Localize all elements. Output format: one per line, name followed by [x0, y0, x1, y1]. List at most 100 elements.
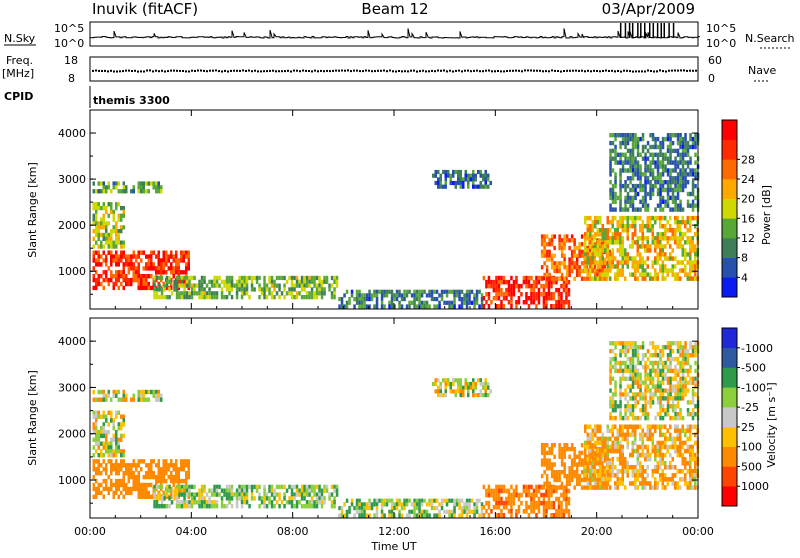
- range-cell: [674, 449, 677, 454]
- range-cell: [652, 353, 655, 357]
- range-cell: [637, 164, 640, 168]
- range-cell: [689, 412, 692, 416]
- range-cell: [500, 509, 503, 514]
- range-cell: [558, 447, 561, 451]
- range-cell: [98, 233, 101, 237]
- range-cell: [550, 304, 553, 309]
- range-cell: [303, 485, 306, 489]
- range-cell: [318, 287, 321, 291]
- range-cell: [548, 462, 551, 466]
- range-cell: [667, 240, 670, 245]
- range-cell: [165, 258, 168, 262]
- range-cell: [550, 513, 553, 518]
- freq-point: [641, 70, 643, 72]
- range-cell: [135, 254, 138, 258]
- freq-point: [575, 70, 577, 72]
- range-cell: [145, 266, 148, 270]
- range-cell: [622, 445, 625, 450]
- range-cell: [622, 137, 625, 141]
- range-cell: [607, 228, 610, 233]
- range-cell: [123, 415, 126, 419]
- range-cell: [682, 365, 685, 369]
- range-cell: [103, 445, 106, 449]
- range-cell: [386, 499, 389, 503]
- range-cell: [143, 189, 146, 193]
- range-cell: [599, 481, 602, 486]
- range-cell: [612, 404, 615, 408]
- range-cell: [639, 465, 642, 470]
- range-cell: [525, 509, 528, 514]
- range-cell: [110, 459, 113, 463]
- range-cell: [551, 277, 554, 281]
- range-cell: [657, 256, 660, 261]
- range-cell: [677, 272, 680, 277]
- range-cell: [498, 493, 501, 498]
- range-cell: [659, 252, 662, 257]
- freq-point: [473, 70, 475, 72]
- range-cell: [619, 252, 622, 257]
- range-cell: [461, 499, 464, 503]
- range-cell: [659, 457, 662, 462]
- range-cell: [191, 500, 194, 504]
- range-cell: [231, 492, 234, 496]
- range-cell: [110, 233, 113, 237]
- range-cell: [664, 268, 667, 273]
- cpid-label: CPID: [4, 90, 33, 103]
- freq-point: [293, 70, 295, 72]
- range-cell: [408, 290, 411, 294]
- range-cell: [568, 261, 571, 265]
- range-cell: [223, 284, 226, 288]
- range-cell: [555, 304, 558, 309]
- range-cell: [105, 415, 108, 419]
- range-cell: [103, 422, 106, 426]
- range-cell: [639, 224, 642, 229]
- range-cell: [632, 469, 635, 474]
- range-cell: [213, 295, 216, 299]
- range-cell: [674, 164, 677, 168]
- range-cell: [614, 357, 617, 361]
- range-cell: [485, 386, 488, 390]
- range-cell: [406, 499, 409, 503]
- range-cell: [428, 290, 431, 294]
- range-cell: [657, 441, 660, 446]
- range-cell: [130, 475, 133, 479]
- range-cell: [291, 485, 294, 489]
- range-cell: [148, 475, 151, 479]
- range-cell: [558, 238, 561, 242]
- range-cell: [113, 225, 116, 229]
- range-cell: [503, 276, 506, 281]
- range-cell: [617, 404, 620, 408]
- range-cell: [654, 141, 657, 145]
- range-cell: [662, 188, 665, 192]
- range-cell: [647, 180, 650, 184]
- range-cell: [133, 463, 136, 467]
- range-cell: [669, 377, 672, 381]
- range-cell: [110, 479, 113, 483]
- range-cell: [689, 469, 692, 474]
- range-cell: [565, 284, 568, 289]
- range-cell: [175, 262, 178, 266]
- range-cell: [98, 453, 101, 457]
- range-cell: [440, 181, 443, 185]
- range-cell: [632, 361, 635, 365]
- range-cell: [632, 220, 635, 225]
- range-cell: [493, 497, 496, 502]
- range-cell: [456, 502, 459, 506]
- range-cell: [95, 491, 98, 495]
- range-cell: [201, 500, 204, 504]
- range-cell: [388, 510, 391, 514]
- range-cell: [664, 216, 667, 221]
- range-cell: [311, 489, 314, 493]
- range-cell: [228, 489, 231, 493]
- range-cell: [674, 341, 677, 345]
- range-cell: [103, 206, 106, 210]
- range-cell: [201, 492, 204, 496]
- range-cell: [488, 493, 491, 498]
- range-cell: [263, 500, 266, 504]
- range-cell: [520, 493, 523, 498]
- range-cell: [674, 272, 677, 277]
- range-cell: [436, 290, 439, 294]
- freq-point: [626, 70, 628, 72]
- freq-point: [113, 71, 115, 73]
- range-cell: [677, 260, 680, 265]
